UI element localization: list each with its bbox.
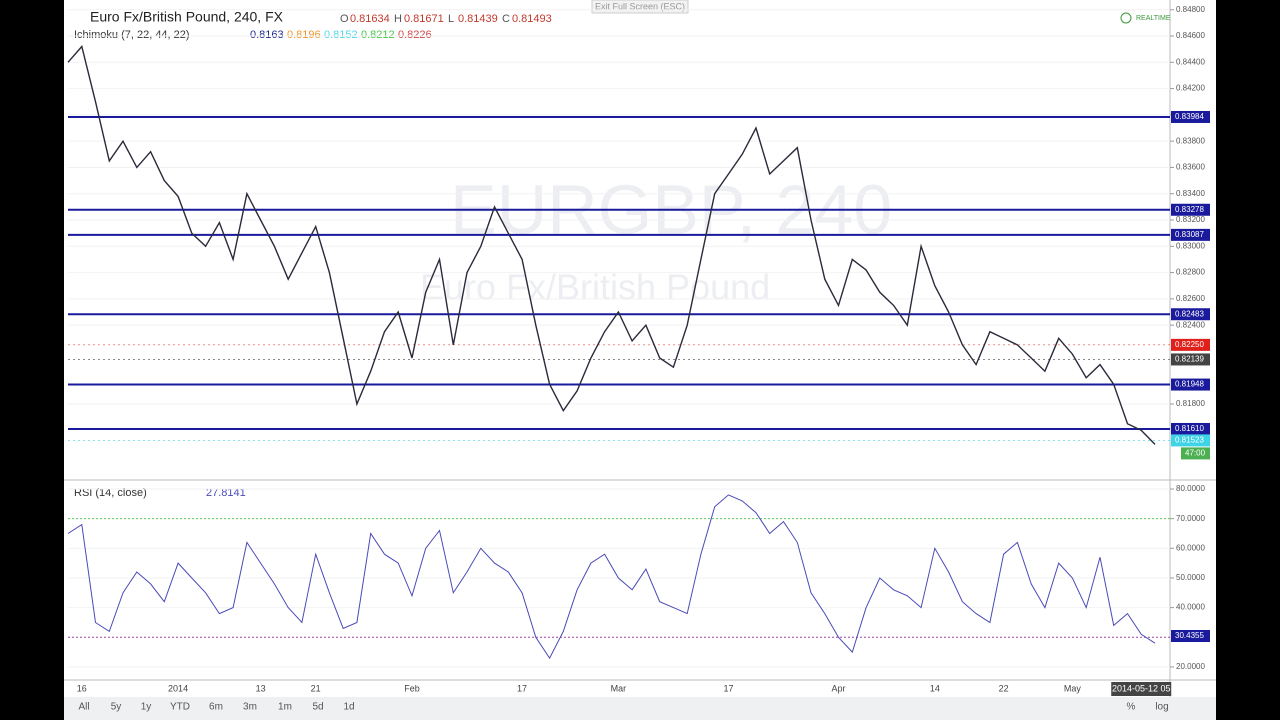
y-tick-label: 0.83600 <box>1176 163 1205 172</box>
ohlc-label: L <box>448 13 454 25</box>
y-tick-label: 0.81800 <box>1176 399 1205 408</box>
price-tag-label: 0.82250 <box>1175 340 1204 349</box>
y-tick-label: 0.82600 <box>1176 294 1205 303</box>
y-tick-label: 0.82400 <box>1176 320 1205 329</box>
level-tag-label: 0.81948 <box>1175 380 1204 389</box>
price-tag-label: 0.82139 <box>1175 355 1204 364</box>
y-tick-label: 0.83400 <box>1176 189 1205 198</box>
range-button[interactable]: 6m <box>209 702 223 713</box>
x-tick-label: 2014 <box>168 683 188 693</box>
x-tick-label: 16 <box>77 683 87 693</box>
y-tick-label: 0.84800 <box>1176 5 1205 14</box>
rsi-tag-label: 30.4355 <box>1175 631 1204 640</box>
ohlc-label: O <box>340 13 349 25</box>
rsi-tag <box>1171 630 1210 643</box>
price-tag <box>1171 353 1210 366</box>
rsi-title: RSI (14, close) <box>74 487 147 499</box>
ohlc-value: 0.81634 <box>350 13 390 25</box>
indicator-value: 0.8212 <box>361 29 395 41</box>
toolbar-bg <box>64 697 1216 720</box>
y-tick-label: 0.83000 <box>1176 241 1205 250</box>
level-tag-label: 0.82483 <box>1175 309 1204 318</box>
range-button[interactable]: 1m <box>278 702 292 713</box>
percent-button[interactable]: % <box>1127 702 1136 713</box>
y-tick-label: 80.0000 <box>1176 484 1205 493</box>
indicator-name: Ichimoku (7, 22, 44, 22) <box>74 29 190 41</box>
x-tick-label: Apr <box>832 683 846 693</box>
exit-label[interactable]: Exit Full Screen (ESC) <box>595 1 685 11</box>
rsi-value: 27.8141 <box>206 487 246 499</box>
realtime-label: REALTIME <box>1136 15 1171 22</box>
x-tick-label: 17 <box>723 683 733 693</box>
y-tick-label: 0.83800 <box>1176 136 1205 145</box>
indicator-value: 0.8163 <box>250 29 284 41</box>
indicator-value: 0.8152 <box>324 29 358 41</box>
indicator-value: 0.8196 <box>287 29 321 41</box>
countdown-tag <box>1181 447 1210 460</box>
level-tag <box>1171 228 1210 241</box>
ohlc-value: 0.81671 <box>404 13 444 25</box>
level-tag <box>1171 308 1210 321</box>
range-button[interactable]: YTD <box>170 702 190 713</box>
ohlc-label: C <box>502 13 510 25</box>
level-tag-label: 0.81610 <box>1175 424 1204 433</box>
panel-bg <box>64 0 1216 720</box>
y-tick-label: 0.82800 <box>1176 268 1205 277</box>
ohlc-value: 0.81493 <box>512 13 552 25</box>
range-button[interactable]: 1d <box>343 702 354 713</box>
y-tick-label: 50.0000 <box>1176 573 1205 582</box>
level-tag <box>1171 203 1210 216</box>
realtime-icon <box>1120 12 1132 24</box>
y-tick-label: 40.0000 <box>1176 603 1205 612</box>
indicator-value: 0.8226 <box>398 29 432 41</box>
countdown-label: 47:00 <box>1185 449 1206 458</box>
x-tick-label: 22 <box>999 683 1009 693</box>
y-tick-label: 70.0000 <box>1176 514 1205 523</box>
y-tick-label: 0.84600 <box>1176 31 1205 40</box>
rsi-line <box>67 494 1156 660</box>
y-tick-label: 0.84400 <box>1176 57 1205 66</box>
x-tick-label: Mar <box>611 683 627 693</box>
level-tag-label: 0.83087 <box>1175 230 1204 239</box>
y-tick-label: 0.83200 <box>1176 215 1205 224</box>
y-tick-label: 60.0000 <box>1176 543 1205 552</box>
level-tag-label: 0.83984 <box>1175 112 1204 121</box>
level-tag <box>1171 422 1210 435</box>
x-tick-label: 17 <box>517 683 527 693</box>
ohlc-value: 0.81439 <box>458 13 498 25</box>
price-tag <box>1171 338 1210 351</box>
x-tick-label: 14 <box>930 683 940 693</box>
level-tag <box>1171 378 1210 391</box>
level-tag-label: 0.83278 <box>1175 205 1204 214</box>
x-tick-label: May <box>1064 683 1082 693</box>
range-button[interactable]: 5d <box>312 702 323 713</box>
price-tag <box>1171 434 1210 447</box>
range-button[interactable]: 1y <box>141 702 152 713</box>
x-tick-label: 13 <box>256 683 266 693</box>
level-tag <box>1171 110 1210 123</box>
range-button[interactable]: 3m <box>243 702 257 713</box>
x-tick-highlight <box>1111 682 1172 696</box>
log-button[interactable]: log <box>1155 702 1168 713</box>
ohlc-label: H <box>394 13 402 25</box>
x-tick-label: 2014-05-12 05 <box>1112 683 1171 693</box>
range-button[interactable]: All <box>78 702 89 713</box>
range-button[interactable]: 5y <box>111 702 122 713</box>
watermark-name: Euro Fx/British Pound <box>420 267 770 308</box>
y-tick-label: 0.84200 <box>1176 84 1205 93</box>
price-tag-label: 0.81523 <box>1175 436 1204 445</box>
price-line <box>67 45 1156 445</box>
x-tick-label: Feb <box>404 683 420 693</box>
x-tick-label: 21 <box>311 683 321 693</box>
chart-title: Euro Fx/British Pound, 240, FX <box>90 9 284 25</box>
y-tick-label: 20.0000 <box>1176 662 1205 671</box>
